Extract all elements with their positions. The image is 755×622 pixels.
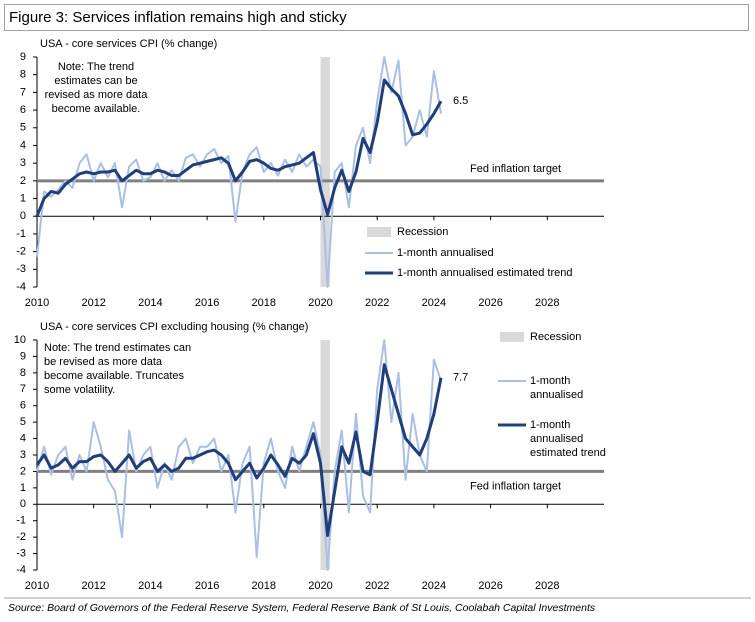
chart-title: USA - core services CPI excluding housin… [40,321,308,333]
y-tick-label: 9 [20,51,26,63]
x-tick-label: 2020 [308,580,332,592]
x-tick-label: 2010 [25,297,49,309]
x-tick-label: 2012 [81,580,105,592]
y-tick-label: 1 [20,192,26,204]
x-tick-label: 2016 [195,297,219,309]
x-tick-label: 2028 [535,297,559,309]
y-tick-label: -3 [16,547,26,559]
legend-label: 1-month annualised [530,375,584,401]
y-tick-label: 6 [20,400,26,412]
y-tick-label: 7 [20,86,26,98]
y-tick-label: -3 [16,263,26,275]
x-tick-label: 2014 [138,297,162,309]
y-tick-label: -1 [16,515,26,527]
y-tick-label: -1 [16,228,26,240]
y-tick-label: -2 [16,246,26,258]
trend-line [35,363,443,537]
legend-label: 1-month annualised [397,247,494,259]
recession-band [320,57,330,287]
y-tick-label: 0 [20,498,26,510]
y-tick-label: 0 [20,210,26,222]
legend-swatch [498,380,526,382]
y-tick-label: 9 [20,350,26,362]
legend-swatch [367,227,391,237]
y-tick-label: 4 [20,139,26,151]
y-tick-label: 3 [20,157,26,169]
y-tick-label: 4 [20,432,26,444]
x-tick-label: 2012 [81,297,105,309]
target-label: Fed inflation target [470,480,561,492]
legend-label: Recession [397,226,449,238]
x-tick-label: 2026 [478,297,502,309]
legend-swatch [365,252,393,254]
trend-line [35,78,443,217]
x-tick-label: 2026 [478,580,502,592]
y-tick-label: 3 [20,449,26,461]
x-tick-label: 2016 [195,580,219,592]
x-tick-label: 2024 [422,580,446,592]
y-tick-label: 5 [20,122,26,134]
legend-swatch [365,271,393,275]
end-label: 6.5 [453,95,468,107]
figure-title: Figure 3: Services inflation remains hig… [4,4,749,31]
y-tick-label: 5 [20,416,26,428]
x-tick-label: 2014 [138,580,162,592]
legend-swatch-box [367,227,391,237]
x-tick-label: 2028 [535,580,559,592]
chart-title: USA - core services CPI (% change) [40,38,217,50]
y-tick-label: 2 [20,465,26,477]
x-tick-label: 2022 [365,297,389,309]
legend-label: 1-month annualised estimated trend [530,419,606,459]
legend-swatch [498,423,526,427]
y-tick-label: 7 [20,383,26,395]
target-label: Fed inflation target [470,163,561,175]
y-tick-label: 2 [20,175,26,187]
legend-swatch [500,332,524,342]
chart-note: Note: The trend estimates can be revised… [44,61,148,115]
y-tick-label: 8 [20,367,26,379]
y-tick-label: -2 [16,531,26,543]
x-tick-label: 2010 [25,580,49,592]
x-tick-label: 2024 [422,297,446,309]
legend-label: Recession [530,331,582,343]
chart-note: Note: The trend estimates can be revised… [44,342,192,396]
y-tick-label: -4 [16,564,26,576]
y-tick-label: 1 [20,482,26,494]
end-label: 7.7 [453,372,468,384]
x-tick-label: 2022 [365,580,389,592]
recession-band [320,340,330,570]
legend-label: 1-month annualised estimated trend [397,267,573,279]
y-tick-label: 6 [20,104,26,116]
y-tick-label: 10 [14,334,26,346]
source-note: Source: Board of Governors of the Federa… [8,602,596,614]
x-tick-label: 2020 [308,297,332,309]
x-tick-label: 2018 [252,580,276,592]
x-tick-label: 2018 [252,297,276,309]
y-tick-label: 8 [20,69,26,81]
legend-swatch-box [500,332,524,342]
y-tick-label: -4 [16,281,26,293]
